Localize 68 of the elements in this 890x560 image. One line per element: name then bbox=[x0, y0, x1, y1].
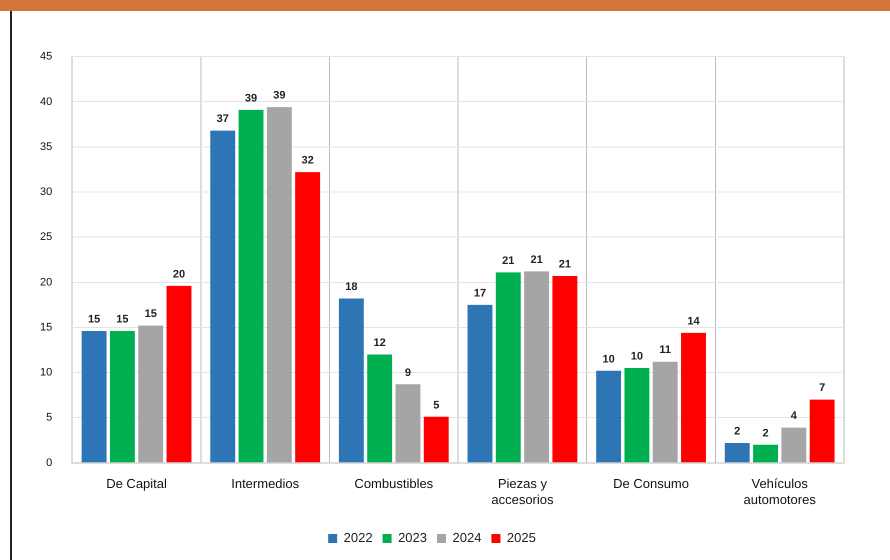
data-label: 15 bbox=[144, 308, 157, 320]
bar bbox=[166, 286, 192, 462]
y-tick-label: 25 bbox=[40, 231, 52, 244]
y-tick-label: 35 bbox=[40, 140, 52, 153]
data-label: 2 bbox=[762, 427, 769, 440]
bar bbox=[424, 416, 449, 462]
data-label: 5 bbox=[433, 399, 440, 412]
y-tick-label: 45 bbox=[40, 50, 52, 63]
data-label: 20 bbox=[172, 268, 186, 280]
bar bbox=[624, 368, 650, 462]
x-tick-label: Combustibles bbox=[354, 476, 434, 492]
data-label: 14 bbox=[687, 315, 700, 328]
data-label: 10 bbox=[630, 350, 644, 363]
bar bbox=[295, 172, 320, 462]
y-tick-label: 10 bbox=[40, 366, 52, 379]
bar bbox=[652, 362, 678, 462]
data-label: 17 bbox=[474, 287, 486, 300]
legend-label: 2024 bbox=[452, 530, 482, 546]
data-label: 11 bbox=[659, 344, 672, 356]
x-tick-label: De Capital bbox=[106, 476, 168, 492]
bar bbox=[396, 384, 420, 462]
bar bbox=[681, 332, 706, 462]
data-label: 39 bbox=[244, 92, 258, 104]
x-tick-label: Intermedios bbox=[231, 476, 300, 492]
y-tick-label: 30 bbox=[40, 186, 52, 198]
data-label: 21 bbox=[530, 254, 543, 266]
legend-label: 2022 bbox=[344, 530, 373, 546]
data-label: 12 bbox=[374, 337, 386, 350]
data-label: 18 bbox=[345, 281, 358, 294]
data-label: 4 bbox=[790, 410, 798, 422]
data-label: 10 bbox=[602, 353, 615, 366]
bar bbox=[524, 271, 550, 462]
x-tick-label: Vehículos automotores bbox=[744, 476, 816, 507]
bar bbox=[338, 298, 364, 462]
bar bbox=[468, 304, 492, 462]
data-label: 15 bbox=[116, 314, 129, 326]
bar bbox=[552, 276, 578, 462]
bar bbox=[110, 331, 135, 462]
y-tick-label: 15 bbox=[40, 321, 52, 334]
y-tick-label: 0 bbox=[46, 456, 52, 469]
bar bbox=[82, 331, 107, 462]
bar bbox=[210, 130, 236, 462]
data-label: 32 bbox=[302, 154, 314, 167]
y-tick-label: 20 bbox=[40, 276, 52, 288]
bar bbox=[266, 107, 292, 462]
data-label: 9 bbox=[404, 366, 412, 379]
bar bbox=[810, 400, 835, 462]
y-tick-label: 40 bbox=[40, 96, 52, 108]
bar bbox=[496, 272, 521, 462]
bar bbox=[238, 110, 264, 462]
legend-label: 2023 bbox=[398, 530, 427, 546]
bar bbox=[753, 444, 778, 462]
data-label: 21 bbox=[558, 258, 572, 270]
bar bbox=[367, 354, 392, 462]
bar bbox=[138, 326, 164, 462]
data-label: 2 bbox=[734, 425, 740, 438]
data-label: 7 bbox=[819, 382, 826, 394]
x-tick-label: De Consumo bbox=[613, 476, 689, 492]
bar bbox=[781, 428, 806, 462]
data-label: 39 bbox=[273, 90, 286, 102]
data-label: 15 bbox=[88, 314, 100, 326]
y-tick-label: 5 bbox=[46, 412, 52, 424]
data-label: 37 bbox=[216, 113, 229, 126]
data-label: 21 bbox=[502, 254, 514, 267]
bar bbox=[596, 370, 622, 462]
x-tick-label: Piezas y accesorios bbox=[491, 476, 554, 507]
bar bbox=[724, 442, 750, 462]
legend-label: 2025 bbox=[506, 530, 536, 546]
